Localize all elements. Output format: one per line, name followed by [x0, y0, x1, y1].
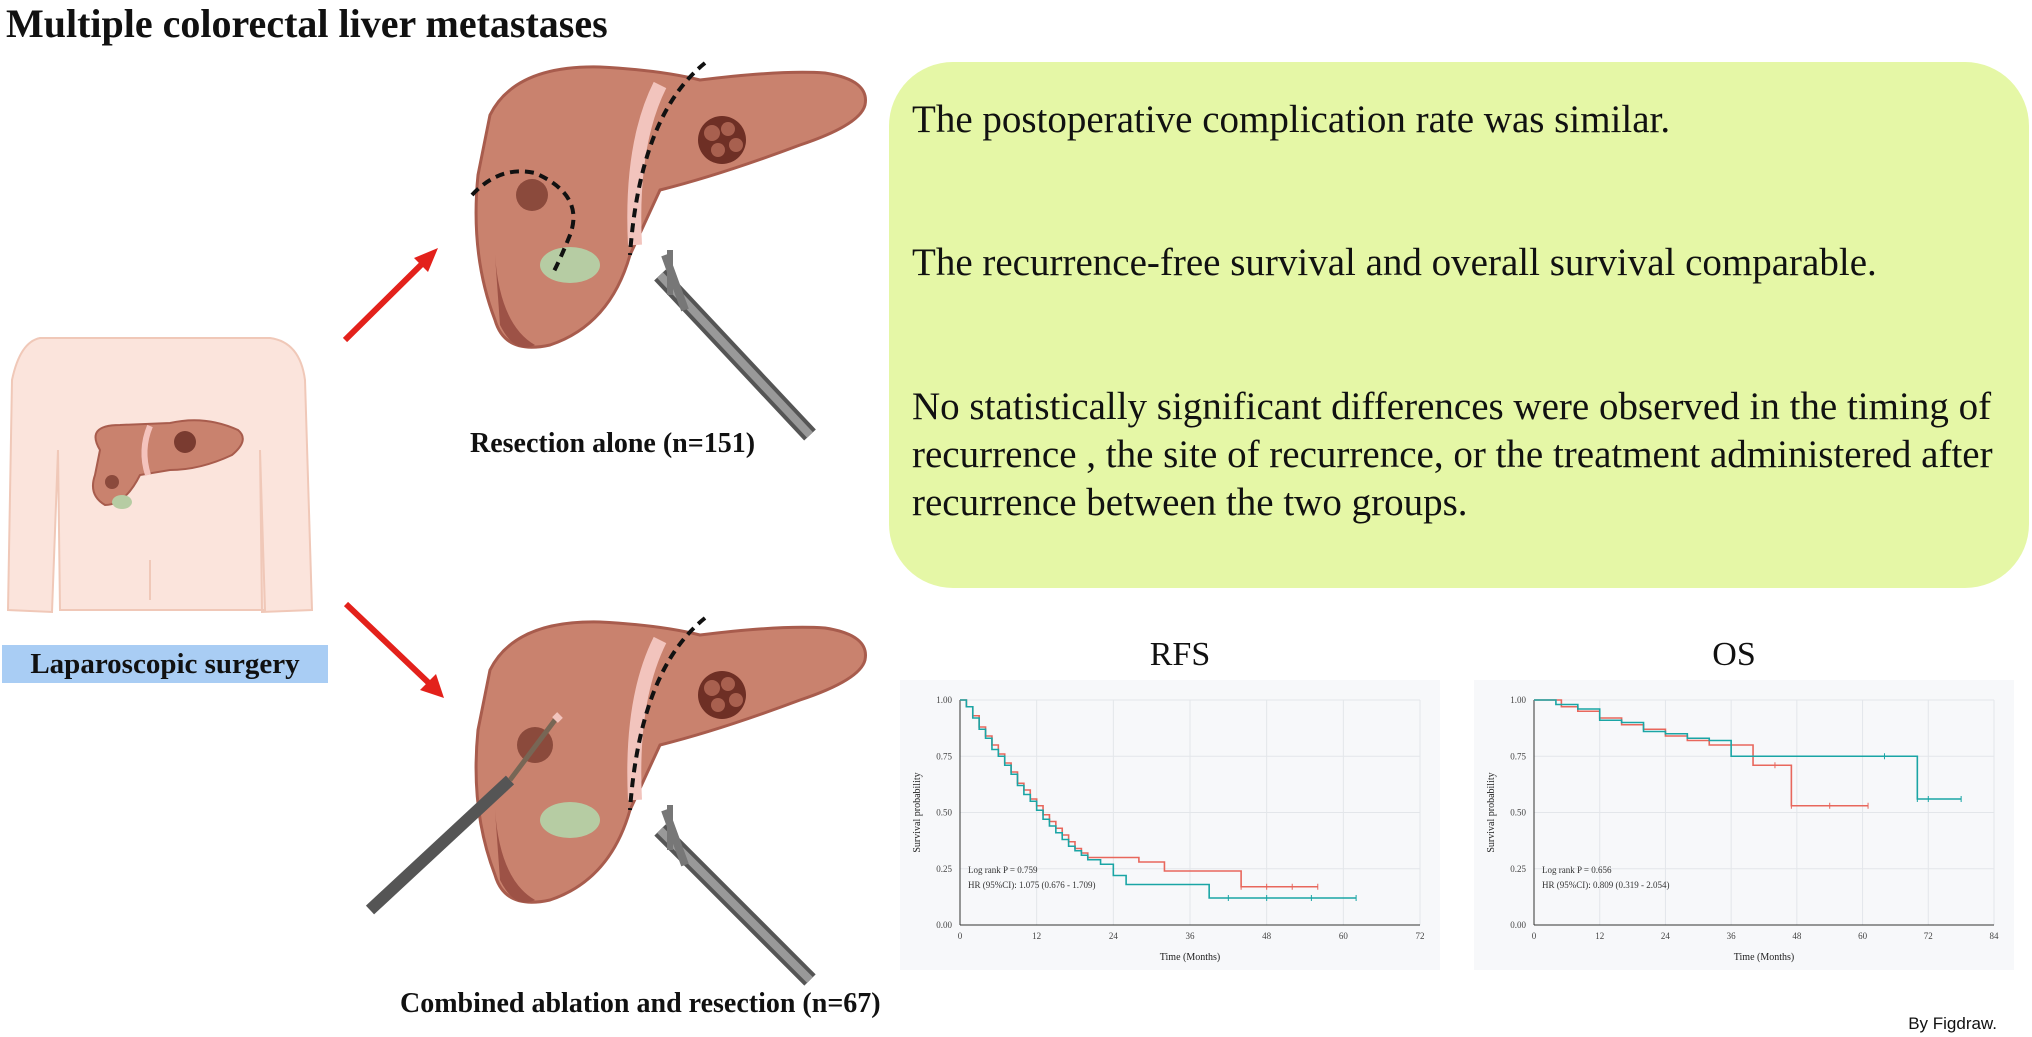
gallbladder: [540, 247, 600, 283]
x-tick-label: 24: [1109, 931, 1119, 941]
finding-recurrence: No statistically significant differences…: [912, 385, 1993, 524]
arrow-up-head: [414, 248, 438, 272]
y-tick-label: 0.75: [1510, 751, 1526, 761]
x-tick-label: 72: [1416, 931, 1425, 941]
plot-background: [1474, 680, 2014, 970]
tumor-small: [516, 179, 548, 211]
arrow-down: [343, 601, 444, 698]
x-tick-label: 0: [1532, 931, 1537, 941]
x-tick-label: 72: [1924, 931, 1933, 941]
km-series-1: [1534, 699, 1962, 800]
x-tick-label: 60: [1858, 931, 1868, 941]
y-tick-label: 0.00: [1510, 920, 1526, 930]
os-km-chart: 0.00 0.25 0.50 0.75 1.00 0 12 24 36 48 60 72 84 Time …: [1474, 680, 2014, 970]
small-tumor-left: [105, 475, 119, 489]
y-axis-label: Survival probability: [1486, 772, 1497, 852]
laparoscopic-surgery-label: Laparoscopic surgery: [2, 645, 328, 683]
tumor-large: [698, 671, 746, 719]
x-tick-label: 12: [1595, 931, 1604, 941]
gallbladder: [540, 802, 600, 838]
liver-shadow: [495, 810, 535, 903]
laparoscopic-instrument: [654, 805, 816, 986]
resection-line-right: [628, 61, 707, 256]
arrow-up-shaft: [342, 255, 431, 343]
y-tick-label: 0.50: [1510, 808, 1526, 818]
x-tick-label: 12: [1032, 931, 1041, 941]
x-tick-label: 36: [1186, 931, 1196, 941]
findings-box: The postoperative complication rate was …: [889, 62, 2029, 588]
y-tick-label: 0.25: [1510, 864, 1526, 874]
ablation-probe: [365, 712, 563, 915]
liver-ablation-illustration: [365, 616, 867, 986]
falciform-ligament: [627, 81, 667, 246]
figure-title: Multiple colorectal liver metastases: [6, 1, 608, 46]
small-gallbladder: [112, 495, 132, 509]
falciform-ligament: [627, 636, 667, 801]
x-tick-label: 60: [1339, 931, 1349, 941]
annotation-1: HR (95%CI): 0.809 (0.319 - 2.054): [1542, 880, 1670, 890]
small-liver-ligament: [141, 424, 153, 476]
arrow-up: [342, 248, 438, 343]
rfs-chart-title: RFS: [1149, 636, 1211, 673]
x-tick-label: 36: [1727, 931, 1737, 941]
finding-survival: The recurrence-free survival and overall…: [912, 241, 1877, 284]
annotation-1: HR (95%CI): 1.075 (0.676 - 1.709): [968, 880, 1096, 890]
finding-complication: The postoperative complication rate was …: [912, 98, 1671, 141]
y-tick-label: 0.50: [936, 808, 952, 818]
x-tick-label: 24: [1661, 931, 1671, 941]
x-tick-label: 0: [958, 931, 963, 941]
y-tick-label: 1.00: [936, 695, 952, 705]
resection-line: [628, 616, 707, 811]
x-axis-label: Time (Months): [1160, 952, 1220, 963]
liver-resection-illustration: [470, 61, 867, 441]
liver-shadow: [495, 255, 535, 348]
km-series-1: [960, 699, 1357, 899]
rfs-km-chart: 0.00 0.25 0.50 0.75 1.00 0 12 24 36 48 60 72 Time (M…: [900, 680, 1440, 970]
arrow-down-head: [420, 674, 444, 698]
small-tumor-right: [174, 431, 196, 453]
combined-ablation-caption: Combined ablation and resection (n=67): [400, 988, 881, 1019]
annotation-0: Log rank P = 0.759: [968, 865, 1038, 875]
y-tick-label: 1.00: [1510, 695, 1526, 705]
laparoscopic-instrument: [654, 250, 816, 441]
tumor-large: [698, 116, 746, 164]
plot-background: [900, 680, 1440, 970]
torso-illustration: [6, 337, 314, 614]
os-chart-title: OS: [1712, 636, 1756, 673]
y-tick-label: 0.75: [936, 751, 952, 761]
x-tick-label: 48: [1792, 931, 1802, 941]
annotation-0: Log rank P = 0.656: [1542, 865, 1612, 875]
y-tick-label: 0.25: [936, 864, 952, 874]
small-liver: [92, 419, 244, 507]
figdraw-credit: By Figdraw.: [1908, 1014, 1997, 1033]
y-axis-label: Survival probability: [912, 772, 923, 852]
x-tick-label: 48: [1262, 931, 1272, 941]
resection-alone-caption: Resection alone (n=151): [470, 428, 756, 459]
km-series-0: [960, 699, 1318, 888]
x-axis-label: Time (Months): [1734, 952, 1794, 963]
resection-line-left: [470, 169, 576, 276]
y-tick-label: 0.00: [936, 920, 952, 930]
x-tick-label: 84: [1990, 931, 2000, 941]
arrow-down-shaft: [343, 601, 435, 689]
torso-outline: [6, 337, 314, 614]
